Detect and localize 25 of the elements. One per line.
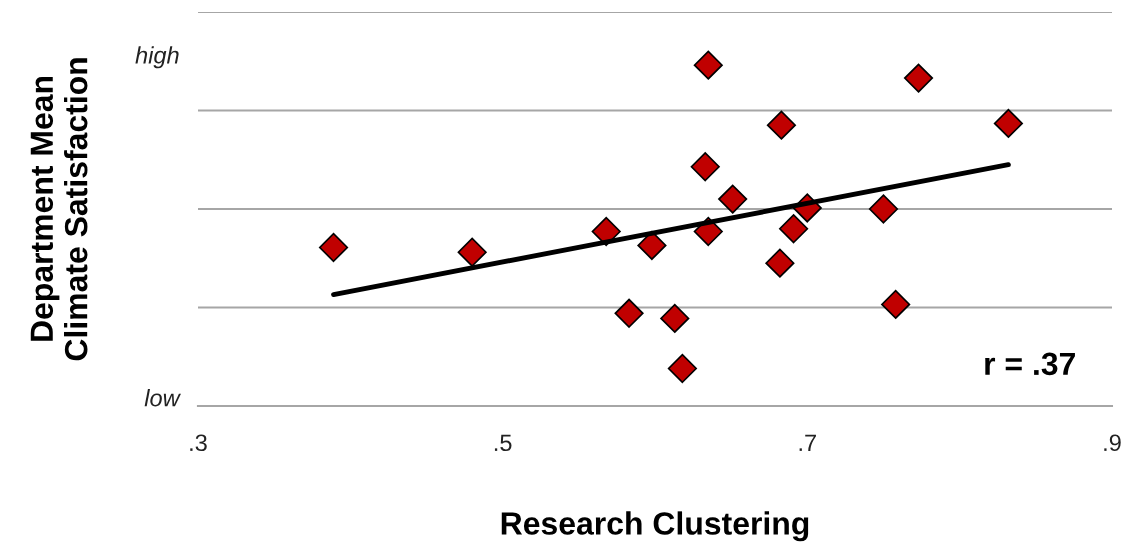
point <box>660 303 690 333</box>
point <box>903 63 934 93</box>
point <box>993 108 1023 139</box>
x-tick-label: .7 <box>799 434 816 451</box>
x-tick-label: .5 <box>494 434 512 452</box>
point <box>318 232 349 263</box>
point <box>667 353 697 384</box>
point <box>881 289 911 320</box>
point <box>718 184 748 214</box>
point <box>591 216 621 247</box>
point <box>690 152 720 182</box>
point <box>868 194 899 224</box>
text: low <box>144 389 181 407</box>
point <box>457 237 487 267</box>
text: high <box>135 46 179 69</box>
point <box>614 298 644 328</box>
x-axis-title: Research Clustering <box>501 511 809 542</box>
point <box>765 248 795 278</box>
annotation: r = .37 <box>985 352 1075 376</box>
point <box>693 50 723 80</box>
x-tick-label: .3 <box>190 434 207 452</box>
point <box>779 214 809 244</box>
point <box>766 110 796 140</box>
y-axis-title: Department Mean Climate Satisfaction <box>30 58 88 361</box>
x-tick-label: .9 <box>1104 434 1121 452</box>
